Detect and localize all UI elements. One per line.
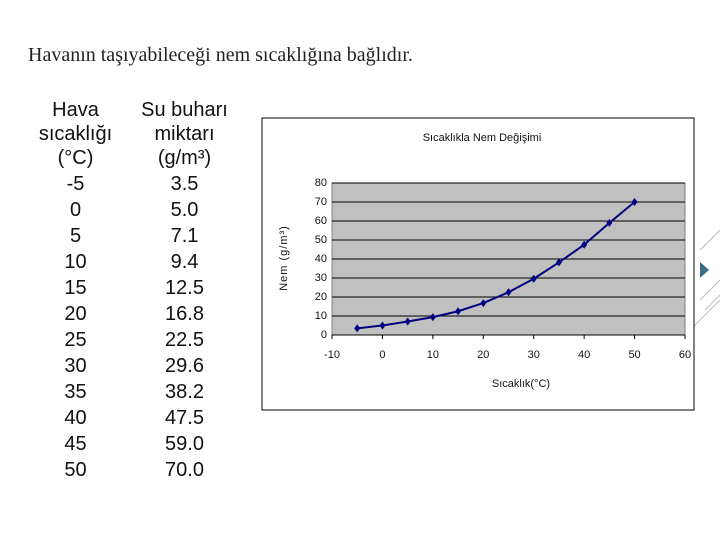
data-point [455, 307, 462, 316]
data-point [530, 274, 537, 283]
table-cell: 47.5 [129, 404, 240, 432]
table-cell: 12.5 [129, 274, 240, 302]
table-cell: 38.2 [129, 378, 240, 406]
table-cell: 59.0 [129, 430, 240, 458]
table-cell: 30 [20, 352, 131, 380]
header-line: sıcaklığı [38, 123, 113, 145]
table-row: -5 3.5 [20, 170, 240, 198]
table-cell: 7.1 [129, 222, 240, 250]
table-row: 30 29.6 [20, 352, 240, 380]
data-point [354, 324, 361, 333]
x-tick-label: -10 [324, 349, 340, 361]
x-axis-label: Sıcaklık(°C) [492, 378, 550, 390]
data-point [555, 258, 562, 267]
data-point [631, 198, 638, 206]
y-tick-label: 80 [315, 177, 327, 189]
table-cell: 25 [20, 326, 131, 354]
table-cell: 22.5 [129, 326, 240, 354]
data-point [480, 299, 487, 308]
table-row: 35 38.2 [20, 378, 240, 406]
header-cell: Hava sıcaklığı (°C) [20, 96, 131, 172]
table-row: 20 16.8 [20, 300, 240, 328]
table-cell: 3.5 [129, 170, 240, 198]
table-row: 15 12.5 [20, 274, 240, 302]
y-tick-label: 40 [315, 253, 327, 265]
y-tick-label: 60 [315, 215, 327, 227]
slide-heading: Havanın taşıyabileceği nem sıcaklığına b… [28, 44, 413, 66]
data-point [379, 321, 386, 330]
table-cell: 45 [20, 430, 131, 458]
data-point [581, 240, 588, 249]
header-line: miktarı [154, 123, 215, 145]
x-tick-label: 30 [528, 349, 540, 361]
table-cell: 16.8 [129, 300, 240, 328]
table-row: 45 59.0 [20, 430, 240, 458]
series-line [357, 201, 636, 330]
table-cell: 15 [20, 274, 131, 302]
table-cell: 35 [20, 378, 131, 406]
arrow-icon [700, 262, 709, 278]
x-tick-label: 60 [679, 349, 691, 361]
y-tick-label: 30 [315, 272, 327, 284]
table-cell: 70.0 [129, 456, 240, 484]
header-line: (g/m³) [157, 147, 212, 169]
table-cell: 50 [20, 456, 131, 484]
x-tick-label: 50 [628, 349, 640, 361]
table-cell: 20 [20, 300, 131, 328]
table-row: 0 5.0 [20, 196, 240, 224]
header-line: (°C) [57, 147, 94, 169]
table-row: 50 70.0 [20, 456, 240, 484]
data-point [606, 218, 613, 227]
table-cell: 5.0 [129, 196, 240, 224]
table-cell: 40 [20, 404, 131, 432]
x-tick-label: 0 [379, 349, 385, 361]
header-line: Su buharı [141, 99, 228, 121]
table-row: 5 7.1 [20, 222, 240, 250]
y-tick-label: 0 [321, 329, 327, 341]
table-row: 10 9.4 [20, 248, 240, 276]
y-tick-label: 70 [315, 196, 327, 208]
table-cell: 10 [20, 248, 131, 276]
table-cell: 29.6 [129, 352, 240, 380]
x-tick-label: 20 [477, 349, 489, 361]
table-cell: 9.4 [129, 248, 240, 276]
x-tick-label: 40 [578, 349, 590, 361]
header-line: Hava [52, 99, 99, 121]
y-tick-label: 10 [315, 310, 327, 322]
header-cell: Su buharı miktarı (g/m³) [129, 96, 240, 172]
data-table: Hava sıcaklığı (°C) Su buharı miktarı (g/m³)… [20, 96, 240, 484]
decoration [689, 229, 720, 331]
y-tick-label: 50 [315, 234, 327, 246]
data-point [505, 288, 512, 297]
data-point [404, 317, 411, 326]
table-cell: 5 [20, 222, 131, 250]
table-cell: 0 [20, 196, 131, 224]
chart-title: Sıcaklıkla Nem Değişimi [423, 132, 542, 144]
y-axis-label: Nem (g/m³) [278, 225, 290, 291]
table-row: 25 22.5 [20, 326, 240, 354]
table-cell: -5 [20, 170, 131, 198]
x-tick-label: 10 [427, 349, 439, 361]
data-point [429, 313, 436, 322]
y-tick-label: 20 [315, 291, 327, 303]
table-row: 40 47.5 [20, 404, 240, 432]
